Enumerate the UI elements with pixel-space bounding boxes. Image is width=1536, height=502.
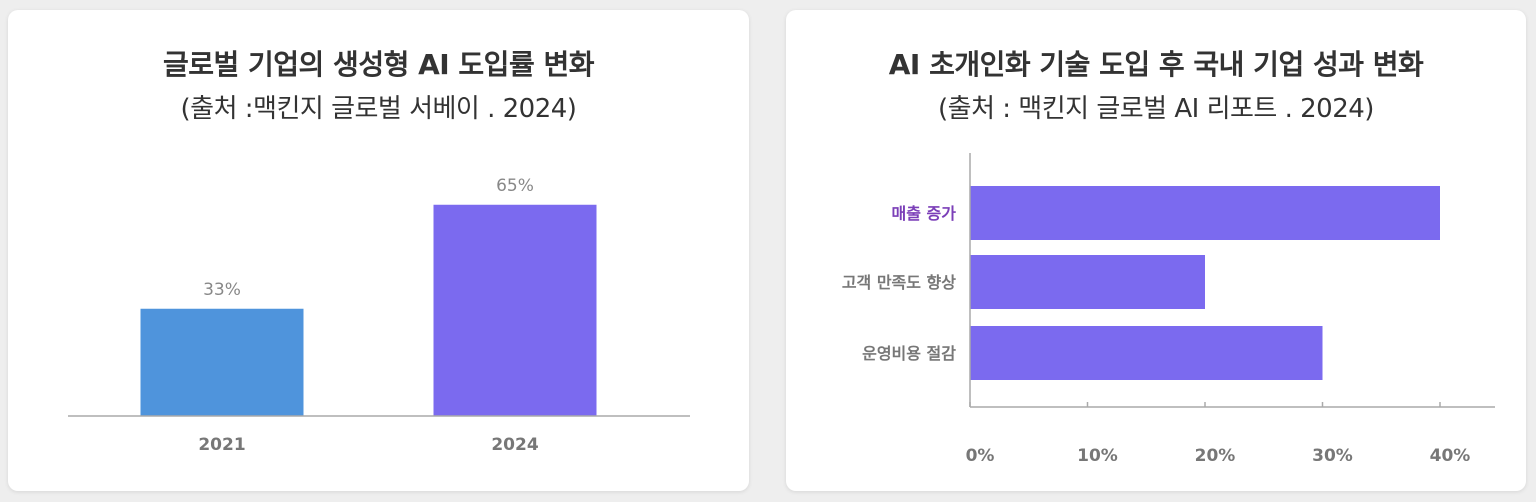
data-label: 33% <box>203 280 241 300</box>
bar-매출 증가 <box>970 186 1440 240</box>
adoption-bar-chart: 33% 2021 65% 2024 <box>68 176 690 455</box>
x-tick-label: 2024 <box>491 435 538 455</box>
chart-subtitle: (출처 : 맥킨지 글로벌 AI 리포트 . 2024) <box>938 94 1374 124</box>
y-tick-label: 매출 증가 <box>892 204 957 223</box>
x-tick-label: 0% <box>966 446 995 466</box>
bar-2021 <box>140 308 304 416</box>
x-tick-label: 20% <box>1195 446 1236 466</box>
bar-운영비용 절감 <box>970 326 1323 380</box>
bar-2024 <box>433 204 597 416</box>
y-tick-label: 고객 만족도 향상 <box>842 273 956 292</box>
x-tick-label: 40% <box>1430 446 1471 466</box>
chart-card-performance: AI 초개인화 기술 도입 후 국내 기업 성과 변화 (출처 : 맥킨지 글로… <box>786 10 1526 491</box>
x-tick-label: 30% <box>1312 446 1353 466</box>
x-tick-label: 10% <box>1077 446 1118 466</box>
chart-title: AI 초개인화 기술 도입 후 국내 기업 성과 변화 <box>888 48 1424 81</box>
y-tick-label: 운영비용 절감 <box>862 344 956 363</box>
data-label: 65% <box>496 176 534 196</box>
bar-고객 만족도 향상 <box>970 255 1205 309</box>
chart-subtitle: (출처 :맥킨지 글로벌 서베이 . 2024) <box>180 94 577 124</box>
chart-title: 글로벌 기업의 생성형 AI 도입률 변화 <box>163 48 594 81</box>
x-tick-label: 2021 <box>198 435 245 455</box>
chart-card-adoption: 글로벌 기업의 생성형 AI 도입률 변화 (출처 :맥킨지 글로벌 서베이 .… <box>8 10 749 491</box>
